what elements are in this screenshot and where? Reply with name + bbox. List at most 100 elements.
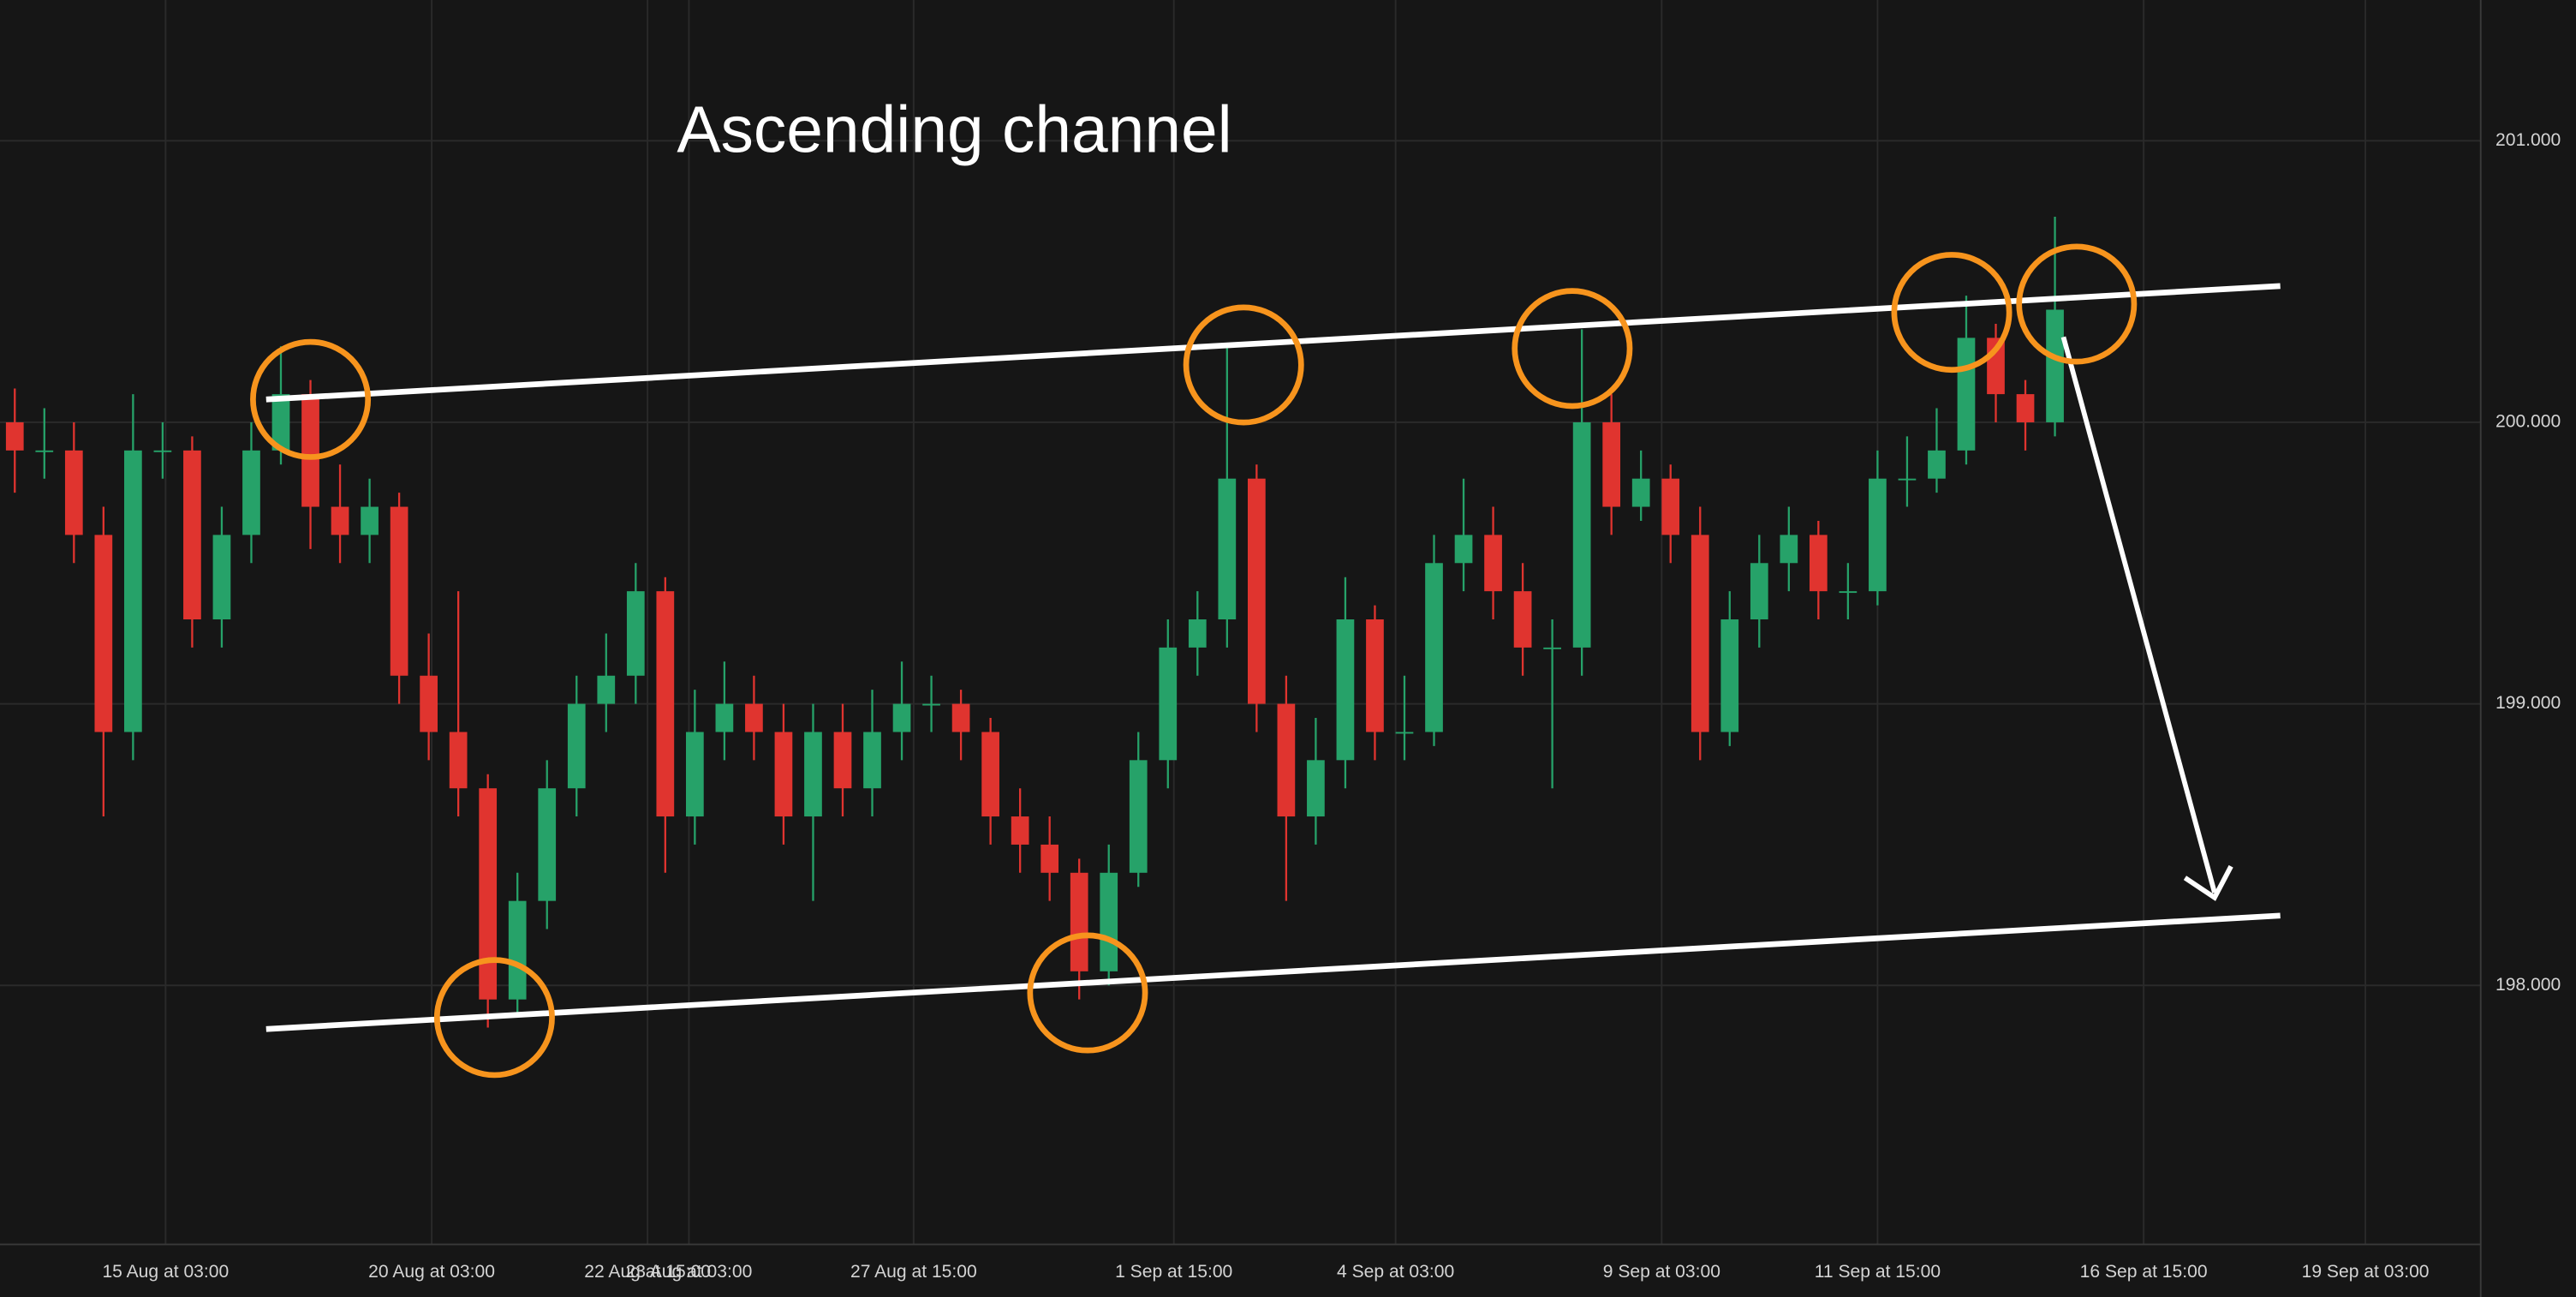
- candle-body: [301, 394, 319, 507]
- touch-circle: [1891, 252, 2012, 374]
- candle-body: [361, 506, 379, 535]
- grid: [0, 0, 2481, 1245]
- x-tick-label: 9 Sep at 03:00: [1603, 1262, 1720, 1282]
- candle-body: [153, 450, 172, 452]
- candle-body: [124, 450, 142, 732]
- candle-body: [390, 506, 408, 676]
- candle-body: [892, 703, 911, 732]
- chart-title: Ascending channel: [677, 94, 1231, 167]
- candle-body: [567, 703, 586, 789]
- candle-body: [479, 788, 498, 1000]
- x-tick-label: 15 Aug at 03:00: [102, 1262, 229, 1282]
- candle-body: [1690, 535, 1709, 732]
- candle-body: [1513, 591, 1532, 648]
- candle-body: [2046, 309, 2064, 422]
- candle-body: [686, 732, 704, 817]
- candle-body: [1395, 732, 1414, 734]
- candle-body: [1277, 703, 1296, 817]
- x-tick-label: 20 Aug at 03:00: [368, 1262, 495, 1282]
- y-tick-label: 200.000: [2496, 412, 2561, 432]
- candle-body: [242, 450, 260, 535]
- candle-body: [1218, 478, 1237, 620]
- x-tick-label: 22 Aug at 15:00: [584, 1262, 711, 1282]
- candle-body: [1957, 338, 1976, 451]
- candle-body: [64, 450, 83, 535]
- candle-body: [1129, 760, 1148, 873]
- x-tick-label: 16 Sep at 15:00: [2080, 1262, 2208, 1282]
- candle-body: [1041, 844, 1059, 873]
- candle-body: [271, 394, 290, 451]
- arrow-head: [2183, 864, 2233, 901]
- candle-body: [35, 450, 54, 452]
- touch-circle: [2016, 243, 2138, 365]
- candle-body: [715, 703, 734, 732]
- candle-body: [626, 591, 645, 676]
- candle-body: [1159, 647, 1178, 761]
- candle-body: [656, 591, 675, 817]
- y-tick-label: 201.000: [2496, 130, 2561, 150]
- candle-body: [1898, 478, 1917, 481]
- touch-circle: [1183, 304, 1304, 426]
- candle-body: [1070, 872, 1088, 971]
- candle-body: [1543, 647, 1561, 649]
- candle-body: [212, 535, 231, 620]
- candle-body: [1336, 619, 1355, 761]
- channel-upper-line: [265, 283, 2281, 403]
- touch-circle: [1512, 288, 1633, 409]
- candle-body: [745, 703, 763, 732]
- candle-body: [1928, 450, 1946, 479]
- candle-body: [1484, 535, 1502, 592]
- candle-body: [1011, 816, 1029, 845]
- touch-circle: [250, 338, 372, 460]
- x-tick-label: 11 Sep at 15:00: [1815, 1262, 1941, 1282]
- candles: [5, 217, 2064, 1028]
- candle-body: [981, 732, 999, 817]
- annotations: [250, 243, 2281, 1079]
- candle-body: [1572, 421, 1591, 648]
- arrow-shaft: [2060, 336, 2217, 894]
- x-tick-label: 27 Aug at 15:00: [850, 1262, 977, 1282]
- candle-body: [420, 675, 438, 732]
- x-tick-label: 23 Aug at 03:00: [626, 1262, 753, 1282]
- candle-body: [1307, 760, 1325, 817]
- candle-body: [449, 732, 468, 789]
- candle-body: [2016, 394, 2035, 422]
- candle-body: [1750, 563, 1768, 620]
- candle-body: [1602, 421, 1621, 507]
- x-tick-label: 1 Sep at 15:00: [1115, 1262, 1232, 1282]
- candle-body: [508, 900, 527, 1000]
- candle-body: [1188, 619, 1207, 648]
- candle-body: [833, 732, 852, 789]
- candle-body: [1631, 478, 1650, 507]
- candle-body: [1869, 478, 1887, 592]
- candle-body: [774, 732, 793, 817]
- candle-body: [1454, 535, 1473, 564]
- touch-circle: [1027, 932, 1148, 1054]
- candle-body: [1809, 535, 1828, 592]
- channel-lower-line: [265, 912, 2281, 1032]
- y-tick-label: 198.000: [2496, 975, 2561, 995]
- candle-body: [538, 788, 557, 901]
- candle-body: [922, 703, 940, 706]
- candle-body: [804, 732, 822, 817]
- candle-body: [1100, 872, 1118, 971]
- candle-body: [1720, 619, 1739, 732]
- candle-body: [1839, 591, 1857, 594]
- candle-body: [1661, 478, 1680, 535]
- candle-body: [863, 732, 881, 789]
- candle-body: [1425, 563, 1443, 732]
- candle-body: [951, 703, 970, 732]
- candle-body: [1247, 478, 1266, 704]
- candle-body: [183, 450, 201, 620]
- candle-body: [5, 421, 24, 451]
- candle-body: [94, 535, 113, 732]
- x-tick-label: 19 Sep at 03:00: [2302, 1262, 2430, 1282]
- y-tick-label: 199.000: [2496, 693, 2561, 713]
- candle-body: [597, 675, 616, 704]
- candle-body: [1366, 619, 1384, 732]
- candle-body: [331, 506, 349, 535]
- candle-body: [1780, 535, 1798, 564]
